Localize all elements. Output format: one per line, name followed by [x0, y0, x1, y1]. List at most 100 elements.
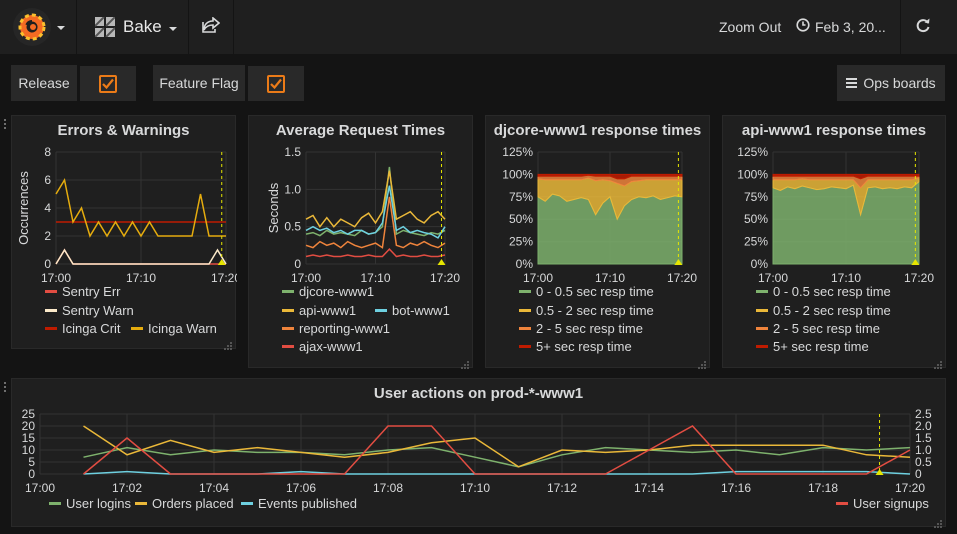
legend-item-events-published[interactable]: Events published [241, 496, 357, 511]
x-tick-label: 17:10 [460, 481, 490, 495]
legend-item-5-sec-resp-time[interactable]: 5+ sec resp time [519, 339, 632, 354]
legend-item-0-5-2-sec-resp-time[interactable]: 0.5 - 2 sec resp time [756, 303, 891, 318]
y-tick-label: 1.5 [284, 145, 301, 159]
annotation-marker-icon[interactable] [437, 259, 446, 265]
area-series-0-0-5-sec-resp-time [537, 193, 683, 265]
grafana-logo-icon[interactable] [13, 8, 51, 46]
legend-label: Orders placed [152, 496, 234, 511]
panel-errors-warnings[interactable]: 0 2 4 6 8 17:00 17:10 17:20 Occurrences Errors &… [11, 115, 237, 350]
annotation-marker-icon[interactable] [217, 259, 226, 265]
share-icon [202, 15, 221, 38]
area-series-5-sec-resp-time [772, 173, 920, 180]
y-tick-label: 0% [516, 257, 534, 271]
annotation-marker-icon[interactable] [911, 259, 920, 265]
panel-title[interactable]: Average Request Times [275, 122, 446, 139]
panel-api-response-times[interactable]: 0% 25% 50% 75% 100% 125% 17:00 17:10 17:20 api-w… [722, 115, 946, 369]
annotation-marker-icon[interactable] [674, 259, 683, 265]
x-tick-label: 17:02 [112, 481, 142, 495]
legend-swatch [241, 502, 253, 505]
legend-label: reporting-www1 [299, 321, 391, 336]
x-tick-label: 17:20 [667, 271, 697, 285]
row-drag-handle-icon[interactable] [4, 119, 6, 131]
legend-item-user-signups[interactable]: User signups [836, 496, 929, 511]
legend-item-2-5-sec-resp-time[interactable]: 2 - 5 sec resp time [756, 321, 880, 336]
legend-swatch [131, 327, 143, 330]
feature-flag-checkbox[interactable] [248, 66, 304, 101]
legend-item-0-5-2-sec-resp-time[interactable]: 0.5 - 2 sec resp time [519, 303, 654, 318]
release-checkbox[interactable] [80, 66, 136, 101]
x-tick-label: 17:20 [904, 271, 934, 285]
logo-menu-caret-icon[interactable] [57, 26, 65, 30]
legend-label: 2 - 5 sec resp time [773, 321, 880, 336]
y-tick-label: 8 [44, 145, 51, 159]
legend-swatch [375, 309, 387, 312]
y-tick-label: 125% [502, 145, 533, 159]
y-tick-label: 25% [509, 235, 533, 249]
dashboard-picker[interactable]: Bake [94, 0, 177, 54]
panel-title[interactable]: Errors & Warnings [57, 122, 190, 139]
dashboard-picker-caret-icon [168, 26, 177, 31]
y2-tick-label: 1.0 [915, 443, 932, 457]
x-tick-label: 17:00 [25, 481, 55, 495]
legend-item-reporting-www1[interactable]: reporting-www1 [282, 321, 390, 336]
legend-item-bot-www1[interactable]: bot-www1 [375, 303, 450, 318]
ops-boards-label: Ops boards [863, 75, 936, 91]
legend-item-0-0-5-sec-resp-time[interactable]: 0 - 0.5 sec resp time [519, 284, 654, 299]
y-tick-label: 50% [744, 212, 768, 226]
panel-resize-handle-icon[interactable] [934, 515, 942, 528]
legend-label: bot-www1 [392, 303, 450, 318]
x-tick-label: 17:00 [41, 271, 71, 285]
legend-label: api-www1 [299, 303, 357, 318]
legend-item-icinga-crit[interactable]: Icinga Crit [45, 321, 121, 336]
panel-title[interactable]: api-www1 response times [741, 122, 927, 139]
panel-title[interactable]: User actions on prod-*-www1 [373, 385, 584, 402]
panel-resize-handle-icon[interactable] [461, 356, 469, 369]
y-tick-label: 0 [28, 467, 35, 481]
y-tick-label: 0% [751, 257, 769, 271]
list-icon [846, 75, 858, 91]
panel-resize-handle-icon[interactable] [934, 356, 942, 369]
x-tick-label: 17:16 [721, 481, 751, 495]
area-series-0-0-5-sec-resp-time [772, 180, 920, 265]
ops-boards-dropdown[interactable]: Ops boards [837, 65, 945, 101]
chart-svg: 0% 25% 50% 75% 100% 125% 17:00 17:10 17:20 [502, 145, 697, 285]
share-dashboard-button[interactable] [202, 0, 221, 54]
legend-item-5-sec-resp-time[interactable]: 5+ sec resp time [756, 339, 869, 354]
legend-item-0-0-5-sec-resp-time[interactable]: 0 - 0.5 sec resp time [756, 284, 891, 299]
panel-djcore-response-times[interactable]: 0% 25% 50% 75% 100% 125% 17:00 17:10 17:20 djcor… [485, 115, 710, 369]
line-series-ajax-www1 [305, 248, 446, 258]
line-series-user-logins [83, 446, 911, 468]
refresh-button[interactable] [915, 0, 931, 54]
legend-swatch [49, 502, 61, 505]
x-tick-label: 17:10 [360, 271, 390, 285]
legend-item-sentry-warn[interactable]: Sentry Warn [45, 303, 134, 318]
legend-swatch [282, 309, 294, 312]
annotation-marker-icon[interactable] [875, 469, 884, 475]
legend-label: 0 - 0.5 sec resp time [536, 284, 654, 299]
legend-swatch [519, 309, 531, 312]
panel-user-actions[interactable]: 0 5 10 15 20 25 17:00 17:02 17:04 17:06 17:08 17:10… [11, 378, 946, 528]
legend-item-api-www1[interactable]: api-www1 [282, 303, 356, 318]
legend-item-2-5-sec-resp-time[interactable]: 2 - 5 sec resp time [519, 321, 643, 336]
x-tick-label: 17:20 [430, 271, 460, 285]
legend-item-icinga-warn[interactable]: Icinga Warn [131, 321, 217, 336]
legend-item-sentry-err[interactable]: Sentry Err [45, 284, 121, 299]
legend-item-orders-placed[interactable]: Orders placed [135, 496, 234, 511]
x-tick-label: 17:20 [211, 271, 237, 285]
refresh-icon [915, 17, 931, 38]
panel-resize-handle-icon[interactable] [698, 356, 706, 369]
line-series-icinga-warn [55, 177, 226, 238]
panel-average-request-times[interactable]: 0 0.5 1.0 1.5 17:00 17:10 17:20 Seconds Average… [248, 115, 473, 369]
legend-item-djcore-www1[interactable]: djcore-www1 [282, 284, 374, 299]
legend-item-ajax-www1[interactable]: ajax-www1 [282, 339, 363, 354]
legend-item-user-logins[interactable]: User logins [49, 496, 131, 511]
line-series-reporting-www1 [305, 196, 446, 249]
time-picker-button[interactable]: Feb 3, 20... [796, 0, 886, 54]
panel-resize-handle-icon[interactable] [224, 337, 232, 350]
y-tick-label: 100% [737, 167, 768, 181]
zoom-out-button[interactable]: Zoom Out [719, 0, 781, 54]
panel-title[interactable]: djcore-www1 response times [493, 122, 702, 139]
x-tick-label: 17:12 [547, 481, 577, 495]
row-drag-handle-icon[interactable] [4, 382, 6, 394]
x-tick-label: 17:04 [199, 481, 229, 495]
